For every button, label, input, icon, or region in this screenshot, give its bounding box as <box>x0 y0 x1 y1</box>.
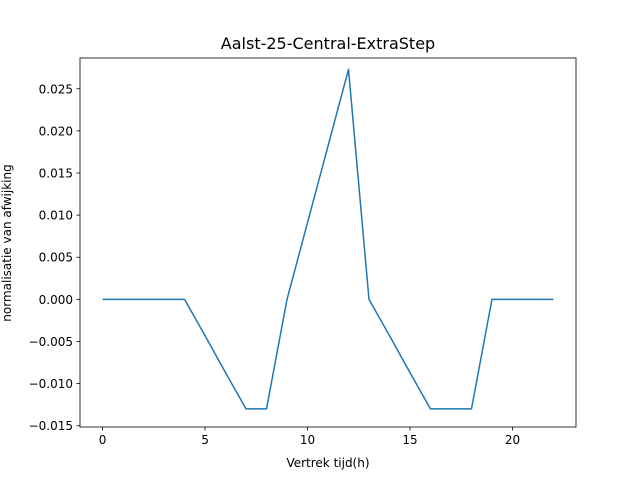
chart-title: Aalst-25-Central-ExtraStep <box>221 34 435 53</box>
x-tick-label: 15 <box>402 433 417 447</box>
series-line <box>102 68 554 410</box>
x-tick-label: 5 <box>201 433 209 447</box>
y-tick-label: 0.015 <box>39 166 73 180</box>
y-tick-label: 0.005 <box>39 251 73 265</box>
plot-area: 0 5 10 15 20 −0.015 −0.010 −0.005 0.000 0.005 0.01… <box>29 57 577 447</box>
y-tick-label: −0.015 <box>29 419 73 433</box>
y-tick-label: 0.020 <box>39 124 73 138</box>
x-tick-label: 0 <box>99 433 107 447</box>
axes-frame <box>79 57 577 428</box>
x-tick-label: 10 <box>300 433 315 447</box>
x-axis-label: Vertrek tijd(h) <box>286 456 369 470</box>
y-tick-label: 0.000 <box>39 293 73 307</box>
y-axis-label: normalisatie van afwijking <box>0 164 14 321</box>
y-tick-label: 0.010 <box>39 209 73 223</box>
y-tick-label: 0.025 <box>39 82 73 96</box>
x-tick-label: 20 <box>505 433 520 447</box>
y-tick-label: −0.005 <box>29 335 73 349</box>
y-tick-label: −0.010 <box>29 377 73 391</box>
